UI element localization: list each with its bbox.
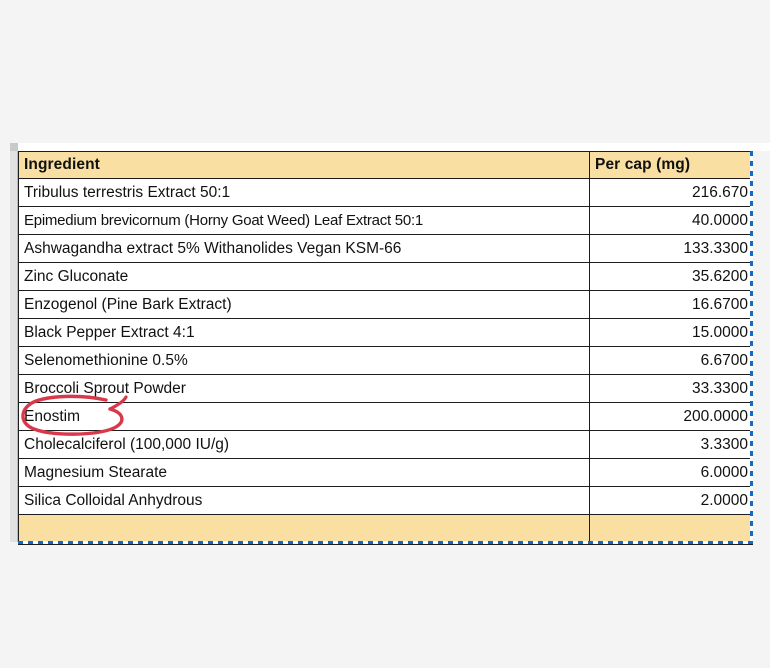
cell-ingredient[interactable]: Cholecalciferol (100,000 IU/g) bbox=[18, 430, 590, 459]
table-row-enostim[interactable]: Enostim 200.0000 bbox=[18, 402, 753, 431]
cell-per-cap[interactable]: 16.6700 bbox=[589, 290, 753, 319]
table-body: Tribulus terrestris Extract 50:1 216.670… bbox=[18, 178, 753, 545]
spreadsheet-grid[interactable]: Ingredient Per cap (mg) Tribulus terrest… bbox=[18, 151, 753, 545]
row-header-strip[interactable] bbox=[10, 151, 18, 542]
column-header-ingredient[interactable]: Ingredient bbox=[18, 151, 590, 179]
cell-ingredient[interactable]: Enzogenol (Pine Bark Extract) bbox=[18, 290, 590, 319]
table-row-blank[interactable] bbox=[18, 514, 753, 545]
table-row[interactable]: Zinc Gluconate 35.6200 bbox=[18, 262, 753, 291]
cell-per-cap[interactable] bbox=[589, 514, 753, 545]
table-row[interactable]: Epimedium brevicornum (Horny Goat Weed) … bbox=[18, 206, 753, 235]
cell-per-cap[interactable]: 15.0000 bbox=[589, 318, 753, 347]
cell-per-cap[interactable]: 133.3300 bbox=[589, 234, 753, 263]
table-row[interactable]: Ashwagandha extract 5% Withanolides Vega… bbox=[18, 234, 753, 263]
sheet-top-gutter bbox=[10, 143, 770, 151]
table-header-row: Ingredient Per cap (mg) bbox=[18, 151, 753, 179]
cell-per-cap[interactable]: 40.0000 bbox=[589, 206, 753, 235]
cell-ingredient[interactable]: Silica Colloidal Anhydrous bbox=[18, 486, 590, 515]
cell-per-cap[interactable]: 2.0000 bbox=[589, 486, 753, 515]
table-row[interactable]: Selenomethionine 0.5% 6.6700 bbox=[18, 346, 753, 375]
cell-ingredient[interactable]: Black Pepper Extract 4:1 bbox=[18, 318, 590, 347]
cell-ingredient[interactable]: Enostim bbox=[18, 402, 590, 431]
cell-per-cap[interactable]: 216.670 bbox=[589, 178, 753, 207]
cell-per-cap[interactable]: 35.6200 bbox=[589, 262, 753, 291]
cell-ingredient[interactable]: Epimedium brevicornum (Horny Goat Weed) … bbox=[18, 206, 590, 235]
cell-ingredient[interactable]: Broccoli Sprout Powder bbox=[18, 374, 590, 403]
table-row[interactable]: Cholecalciferol (100,000 IU/g) 3.3300 bbox=[18, 430, 753, 459]
cell-per-cap[interactable]: 6.6700 bbox=[589, 346, 753, 375]
column-header-per-cap[interactable]: Per cap (mg) bbox=[589, 151, 753, 179]
cell-ingredient[interactable]: Zinc Gluconate bbox=[18, 262, 590, 291]
table-row[interactable]: Enzogenol (Pine Bark Extract) 16.6700 bbox=[18, 290, 753, 319]
cell-ingredient[interactable]: Tribulus terrestris Extract 50:1 bbox=[18, 178, 590, 207]
cell-ingredient[interactable] bbox=[18, 514, 590, 545]
table-row[interactable]: Tribulus terrestris Extract 50:1 216.670 bbox=[18, 178, 753, 207]
table-row[interactable]: Silica Colloidal Anhydrous 2.0000 bbox=[18, 486, 753, 515]
table-row[interactable]: Black Pepper Extract 4:1 15.0000 bbox=[18, 318, 753, 347]
table-row[interactable]: Broccoli Sprout Powder 33.3300 bbox=[18, 374, 753, 403]
cell-per-cap[interactable]: 6.0000 bbox=[589, 458, 753, 487]
cell-per-cap[interactable]: 33.3300 bbox=[589, 374, 753, 403]
ingredient-table: Ingredient Per cap (mg) Tribulus terrest… bbox=[18, 151, 753, 545]
table-row[interactable]: Magnesium Stearate 6.0000 bbox=[18, 458, 753, 487]
select-all-corner-box[interactable] bbox=[10, 143, 18, 151]
cell-per-cap[interactable]: 200.0000 bbox=[589, 402, 753, 431]
cell-ingredient[interactable]: Ashwagandha extract 5% Withanolides Vega… bbox=[18, 234, 590, 263]
cell-ingredient[interactable]: Selenomethionine 0.5% bbox=[18, 346, 590, 375]
cell-ingredient[interactable]: Magnesium Stearate bbox=[18, 458, 590, 487]
cell-per-cap[interactable]: 3.3300 bbox=[589, 430, 753, 459]
